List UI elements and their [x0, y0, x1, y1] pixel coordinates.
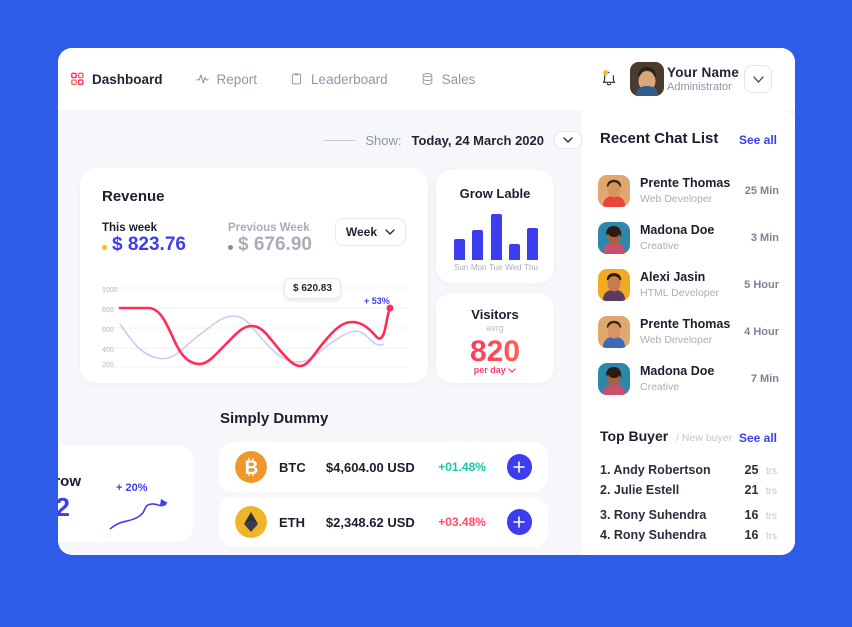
- svg-text:B: B: [245, 458, 259, 479]
- svg-text:200: 200: [102, 362, 114, 368]
- svg-text:800: 800: [102, 307, 114, 314]
- svg-text:600: 600: [102, 327, 114, 334]
- svg-text:400: 400: [102, 347, 114, 354]
- svg-text:1000: 1000: [102, 287, 118, 294]
